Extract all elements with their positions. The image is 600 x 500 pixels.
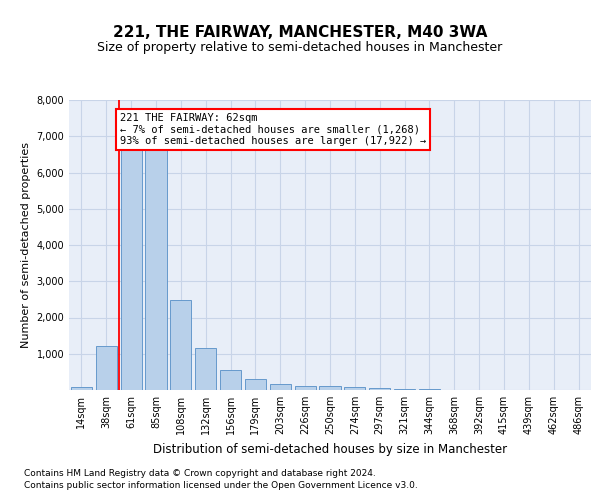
X-axis label: Distribution of semi-detached houses by size in Manchester: Distribution of semi-detached houses by … (153, 442, 507, 456)
Bar (145, 149, 167, 390)
Text: Contains HM Land Registry data © Crown copyright and database right 2024.: Contains HM Land Registry data © Crown c… (24, 470, 376, 478)
Bar (121, 150, 142, 390)
Bar (195, 348, 216, 390)
Bar (170, 300, 191, 390)
Bar (270, 384, 291, 390)
Text: 221, THE FAIRWAY, MANCHESTER, M40 3WA: 221, THE FAIRWAY, MANCHESTER, M40 3WA (113, 25, 487, 40)
Text: 221 THE FAIRWAY: 62sqm
← 7% of semi-detached houses are smaller (1,268)
93% of s: 221 THE FAIRWAY: 62sqm ← 7% of semi-deta… (120, 112, 426, 146)
Bar (96, 346, 117, 390)
Bar (319, 386, 341, 390)
Text: Contains public sector information licensed under the Open Government Licence v3: Contains public sector information licen… (24, 482, 418, 490)
Y-axis label: Number of semi-detached properties: Number of semi-detached properties (21, 142, 31, 348)
Bar (245, 379, 266, 390)
Bar (295, 386, 316, 390)
Bar (220, 370, 241, 390)
Bar (369, 388, 390, 390)
Text: Size of property relative to semi-detached houses in Manchester: Size of property relative to semi-detach… (97, 41, 503, 54)
Bar (394, 389, 415, 390)
Bar (344, 387, 365, 390)
Bar (71, 387, 92, 390)
